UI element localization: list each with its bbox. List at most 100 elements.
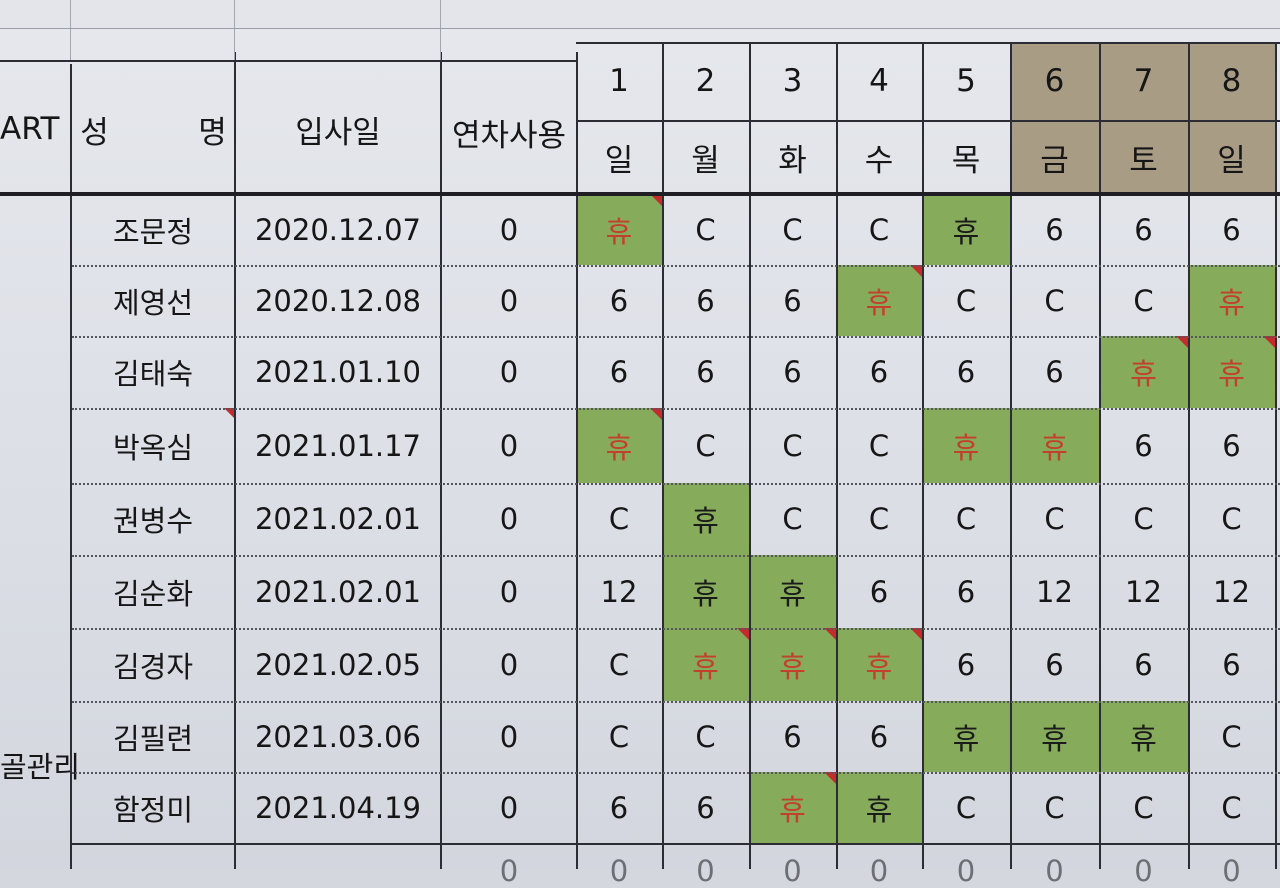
shift-cell[interactable]: C xyxy=(922,772,1010,843)
shift-cell[interactable]: C xyxy=(662,701,749,772)
shift-cell[interactable]: C xyxy=(1188,772,1275,843)
leave-used-cell[interactable]: 0 xyxy=(442,483,576,555)
shift-cell[interactable]: C xyxy=(576,628,662,701)
day-number-header[interactable]: 1 xyxy=(576,42,662,120)
shift-cell[interactable]: C xyxy=(1188,701,1275,772)
shift-cell[interactable]: 6 xyxy=(1188,194,1275,265)
weekday-header[interactable]: 목 xyxy=(922,120,1010,194)
partial-row-cell[interactable]: 0 xyxy=(836,848,922,888)
shift-cell[interactable]: C xyxy=(1010,483,1099,555)
shift-cell[interactable]: 6 xyxy=(836,555,922,628)
join-date-cell[interactable]: 2020.12.07 xyxy=(236,194,440,265)
shift-cell[interactable]: 6 xyxy=(576,336,662,408)
day-off-cell[interactable]: 휴 xyxy=(1099,701,1188,772)
shift-cell[interactable]: C xyxy=(749,408,836,483)
shift-cell[interactable]: 12 xyxy=(1010,555,1099,628)
shift-cell[interactable]: C xyxy=(1099,265,1188,336)
employee-name-cell[interactable]: 제영선 xyxy=(72,265,234,336)
shift-cell[interactable]: 6 xyxy=(662,772,749,843)
day-number-header[interactable]: 7 xyxy=(1099,42,1188,120)
day-off-cell[interactable]: 휴 xyxy=(1010,701,1099,772)
day-number-header[interactable]: 6 xyxy=(1010,42,1099,120)
shift-cell[interactable]: 6 xyxy=(662,265,749,336)
shift-cell[interactable]: C xyxy=(662,408,749,483)
day-number-header[interactable]: 8 xyxy=(1188,42,1275,120)
partial-row-cell[interactable]: 0 xyxy=(442,848,576,888)
day-off-cell[interactable]: 휴 xyxy=(836,772,922,843)
join-date-cell[interactable]: 2020.12.08 xyxy=(236,265,440,336)
shift-cell[interactable]: C xyxy=(576,483,662,555)
partial-row-cell[interactable]: 0 xyxy=(1010,848,1099,888)
day-off-cell[interactable]: 휴 xyxy=(1010,408,1099,483)
weekday-header[interactable]: 월 xyxy=(662,120,749,194)
weekday-header[interactable]: 일 xyxy=(576,120,662,194)
day-off-cell[interactable]: 휴 xyxy=(662,483,749,555)
shift-cell[interactable]: 12 xyxy=(1188,555,1275,628)
leave-used-header[interactable]: 연차사용 xyxy=(442,64,576,194)
partial-row-cell[interactable]: 0 xyxy=(576,848,662,888)
weekday-header[interactable]: 일 xyxy=(1188,120,1275,194)
department-label[interactable]: 골관리 xyxy=(0,730,80,800)
day-number-header[interactable]: 3 xyxy=(749,42,836,120)
shift-cell[interactable]: 6 xyxy=(749,336,836,408)
day-number-header[interactable]: 4 xyxy=(836,42,922,120)
join-date-cell[interactable]: 2021.01.17 xyxy=(236,408,440,483)
part-header[interactable]: ART xyxy=(0,64,70,194)
shift-cell[interactable]: C xyxy=(836,194,922,265)
shift-cell[interactable]: 6 xyxy=(1010,336,1099,408)
employee-name-cell[interactable]: 김필련 xyxy=(72,701,234,772)
employee-name-cell[interactable]: 김경자 xyxy=(72,628,234,701)
shift-cell[interactable]: C xyxy=(1010,772,1099,843)
shift-cell[interactable]: 6 xyxy=(922,628,1010,701)
leave-used-cell[interactable]: 0 xyxy=(442,628,576,701)
shift-cell[interactable]: 6 xyxy=(576,265,662,336)
day-off-cell[interactable]: 휴 xyxy=(922,194,1010,265)
shift-cell[interactable]: C xyxy=(1099,483,1188,555)
employee-name-cell[interactable]: 조문정 xyxy=(72,194,234,265)
leave-used-cell[interactable]: 0 xyxy=(442,336,576,408)
shift-cell[interactable]: 6 xyxy=(1188,408,1275,483)
shift-cell[interactable]: C xyxy=(576,701,662,772)
day-off-cell[interactable]: 휴 xyxy=(576,194,662,265)
day-off-cell[interactable]: 휴 xyxy=(749,555,836,628)
join-date-cell[interactable]: 2021.04.19 xyxy=(236,772,440,843)
shift-cell[interactable]: C xyxy=(749,483,836,555)
name-header-right[interactable]: 명 xyxy=(190,64,235,194)
weekday-header[interactable]: 토 xyxy=(1099,120,1188,194)
weekday-header[interactable]: 수 xyxy=(836,120,922,194)
day-off-cell[interactable]: 휴 xyxy=(662,628,749,701)
join-date-cell[interactable]: 2021.02.05 xyxy=(236,628,440,701)
shift-cell[interactable]: 12 xyxy=(1099,555,1188,628)
leave-used-cell[interactable]: 0 xyxy=(442,555,576,628)
shift-cell[interactable]: C xyxy=(1188,483,1275,555)
shift-cell[interactable]: 6 xyxy=(922,555,1010,628)
shift-cell[interactable]: 6 xyxy=(749,265,836,336)
day-off-cell[interactable]: 휴 xyxy=(922,701,1010,772)
shift-cell[interactable]: C xyxy=(1010,265,1099,336)
leave-used-cell[interactable]: 0 xyxy=(442,408,576,483)
shift-cell[interactable]: C xyxy=(836,408,922,483)
day-number-header[interactable]: 2 xyxy=(662,42,749,120)
shift-cell[interactable]: C xyxy=(1099,772,1188,843)
day-off-cell[interactable]: 휴 xyxy=(576,408,662,483)
shift-cell[interactable]: 6 xyxy=(662,336,749,408)
employee-name-cell[interactable]: 김순화 xyxy=(72,555,234,628)
leave-used-cell[interactable]: 0 xyxy=(442,772,576,843)
shift-cell[interactable]: 6 xyxy=(1099,628,1188,701)
shift-cell[interactable]: 6 xyxy=(1188,628,1275,701)
partial-row-cell[interactable]: 0 xyxy=(1188,848,1275,888)
shift-cell[interactable]: C xyxy=(749,194,836,265)
shift-cell[interactable]: 6 xyxy=(922,336,1010,408)
day-off-cell[interactable]: 휴 xyxy=(836,265,922,336)
partial-row-cell[interactable]: 0 xyxy=(749,848,836,888)
shift-cell[interactable]: 6 xyxy=(1099,408,1188,483)
partial-row-cell[interactable]: 0 xyxy=(1099,848,1188,888)
weekday-header[interactable]: 금 xyxy=(1010,120,1099,194)
shift-cell[interactable]: 6 xyxy=(749,701,836,772)
day-off-cell[interactable]: 휴 xyxy=(922,408,1010,483)
day-off-cell[interactable]: 휴 xyxy=(749,772,836,843)
shift-cell[interactable]: 12 xyxy=(576,555,662,628)
day-off-cell[interactable]: 휴 xyxy=(1188,265,1275,336)
employee-name-cell[interactable]: 권병수 xyxy=(72,483,234,555)
shift-cell[interactable]: 6 xyxy=(1010,194,1099,265)
